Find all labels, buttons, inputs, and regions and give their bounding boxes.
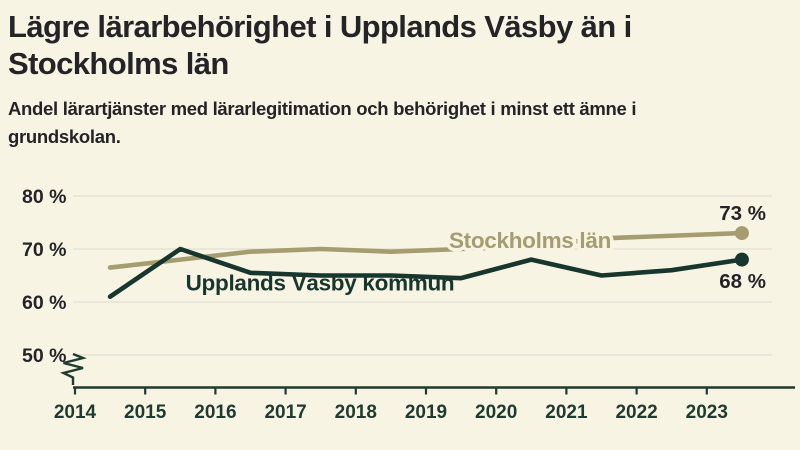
chart-title-line2: Stockholms län xyxy=(8,46,229,81)
x-axis-label-2017: 2017 xyxy=(264,402,306,423)
x-axis-label-2014: 2014 xyxy=(54,402,97,423)
x-axis-label-2023: 2023 xyxy=(686,402,728,423)
chart-subtitle-line1: Andel lärartjänster med lärarlegitimatio… xyxy=(8,98,637,119)
y-axis-label-70: 70 % xyxy=(22,239,66,261)
x-axis-label-2016: 2016 xyxy=(194,402,236,423)
chart-subtitle: Andel lärartjänster med lärarlegitimatio… xyxy=(8,95,637,151)
value-label-stockholms-l-n: 73 % xyxy=(719,202,766,225)
x-axis-label-2019: 2019 xyxy=(405,402,447,423)
chart-header: Lägre lärarbehörighet i Upplands Väsby ä… xyxy=(8,4,637,151)
x-axis-label-2021: 2021 xyxy=(545,402,588,423)
chart-title: Lägre lärarbehörighet i Upplands Väsby ä… xyxy=(8,4,636,82)
series-endpoint-dot-upplands-v-sby-kommun xyxy=(734,252,749,267)
y-axis-break-icon xyxy=(59,352,87,385)
x-axis-label-2015: 2015 xyxy=(124,402,167,423)
series-line-upplands-v-sby-kommun xyxy=(107,246,745,299)
x-axis-label-2018: 2018 xyxy=(335,402,377,423)
x-axis-label-2020: 2020 xyxy=(475,402,517,423)
x-axis-label-2022: 2022 xyxy=(615,402,657,423)
series-label-stockholms-l-n: Stockholms län xyxy=(449,228,611,253)
qualification-line-chart: 80 % 70 % 60 % 50 % 2014 2015 2016 2017 2018 2019… xyxy=(22,186,795,423)
series-endpoint-dot-stockholms-l-n xyxy=(734,226,749,241)
chart-subtitle-line2: grundskolan. xyxy=(8,126,121,147)
y-axis-label-50: 50 % xyxy=(22,345,66,367)
value-label-upplands-v-sby-kommun: 68 % xyxy=(719,270,766,293)
series-line-stockholms-l-n xyxy=(107,230,745,270)
y-axis-label-60: 60 % xyxy=(22,292,66,314)
series-label-upplands-v-sby-kommun: Upplands Väsby kommun xyxy=(186,271,455,296)
y-axis-label-80: 80 % xyxy=(22,186,66,208)
chart-title-line1: Lägre lärarbehörighet i Upplands Väsby ä… xyxy=(8,9,632,44)
